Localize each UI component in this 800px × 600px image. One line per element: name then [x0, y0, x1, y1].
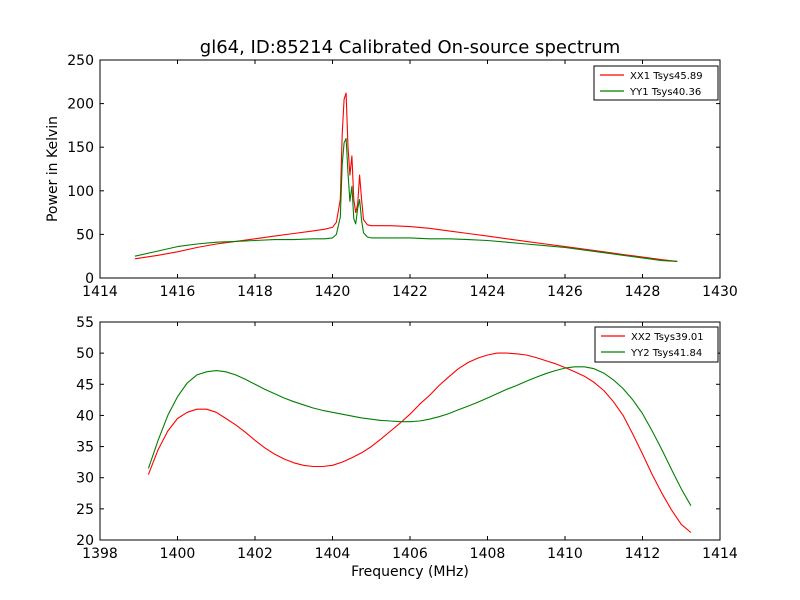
y-axis-label: Power in Kelvin: [45, 116, 61, 222]
y-tick-label: 30: [76, 471, 94, 487]
series-line-yy: [134, 137, 678, 262]
x-tick-label: 1398: [82, 546, 118, 562]
y-tick-label: 200: [67, 97, 94, 113]
y-tick-label: 100: [67, 184, 94, 200]
bottom-panel: 1398 1400 1402 1404 1406 1408 1410 1412 1414 20 25…: [76, 315, 738, 580]
x-tick-label: 1420: [315, 284, 351, 300]
x-tick-label: 1412: [625, 546, 661, 562]
x-tick-label: 1428: [625, 284, 661, 300]
y-tick-label: 20: [76, 533, 94, 549]
y-tick-label: 50: [76, 227, 94, 243]
x-tick-label: 1402: [237, 546, 273, 562]
y-tick-label: 150: [67, 140, 94, 156]
x-tick-label: 1400: [160, 546, 196, 562]
legend-label: XX2 Tsys39.01: [631, 332, 704, 343]
x-tick-label: 1408: [470, 546, 506, 562]
y-tick-label: 45: [76, 377, 94, 393]
y-tick-label: 250: [67, 53, 94, 69]
x-tick-label: 1416: [160, 284, 196, 300]
legend-box: [594, 326, 719, 363]
legend-label: YY1 Tsys40.36: [629, 87, 701, 98]
top-panel: 1414 1416 1418 1420 1422 1424 1426 1428 1430 0 50 1…: [45, 53, 738, 300]
legend-box: [593, 65, 719, 101]
x-tick-label: 1426: [547, 284, 583, 300]
x-tick-label: 1404: [315, 546, 351, 562]
legend-label: XX1 Tsys45.89: [630, 71, 703, 82]
y-tick-label: 55: [76, 315, 94, 331]
series-line-xx: [134, 92, 678, 262]
legend-label: YY2 Tsys41.84: [630, 348, 702, 359]
x-tick-label: 1414: [702, 546, 738, 562]
x-tick-label: 1418: [237, 284, 273, 300]
legend: XX1 Tsys45.89 YY1 Tsys40.36: [593, 65, 719, 101]
y-tick-label: 35: [76, 440, 94, 456]
x-tick-label: 1406: [392, 546, 428, 562]
y-tick-label: 50: [76, 346, 94, 362]
x-tick-label: 1410: [547, 546, 583, 562]
y-tick-label: 0: [85, 271, 94, 287]
series-line-xx: [147, 352, 692, 533]
x-tick-label: 1424: [470, 284, 506, 300]
x-tick-label: 1430: [702, 284, 738, 300]
x-tick-label: 1422: [392, 284, 428, 300]
x-tick-label: 1414: [82, 284, 118, 300]
x-axis-label: Frequency (MHz): [351, 564, 469, 580]
chart-title: gl64, ID:85214 Calibrated On-source spec…: [200, 37, 620, 58]
series-line-yy: [147, 366, 692, 506]
y-tick-label: 25: [76, 502, 94, 518]
y-tick-label: 40: [76, 408, 94, 424]
legend: XX2 Tsys39.01 YY2 Tsys41.84: [594, 326, 719, 363]
